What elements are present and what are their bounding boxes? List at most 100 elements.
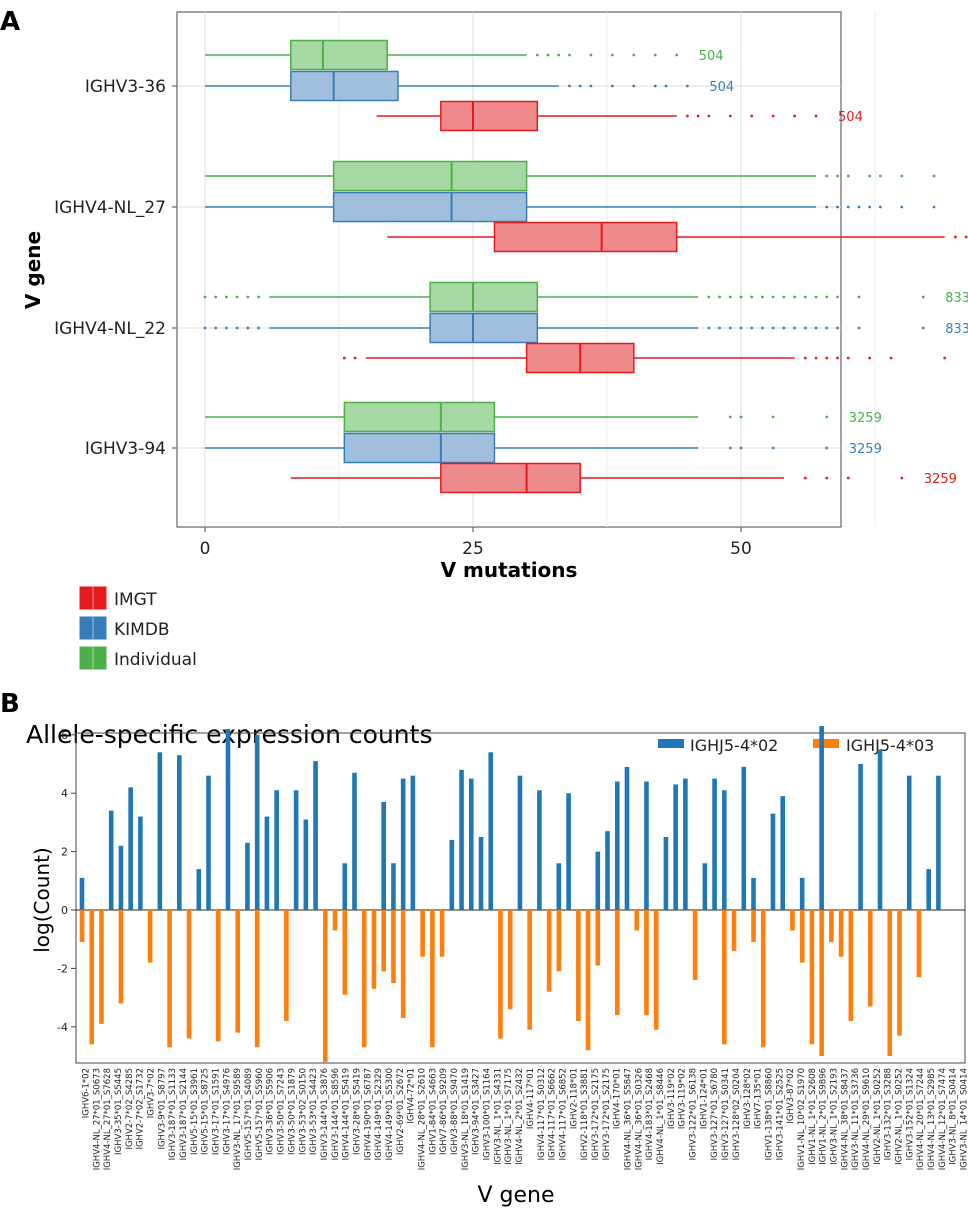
x-tick-label: IGHV3-NL_14*01_S0414: [960, 1068, 968, 1170]
outlier-point: [718, 326, 721, 330]
iqr-box: [493, 221, 678, 253]
iqr-box: [440, 462, 581, 494]
outlier-point: [771, 446, 775, 450]
bar-ighj5-4-02: [391, 863, 396, 910]
bar-ighj5-4-02: [128, 787, 133, 910]
outlier-point: [225, 295, 228, 299]
bar-group: [381, 801, 386, 972]
legend: IGHJ5-4*02 IGHJ5-4*03: [658, 736, 934, 755]
bar-group: [663, 837, 669, 910]
bar-ighj5-4-02: [751, 877, 756, 910]
bar-group: [887, 910, 893, 1056]
outlier-point: [728, 326, 732, 330]
box-individual: 504: [205, 39, 724, 71]
bar-group: [527, 910, 532, 1030]
bar-group: [692, 910, 698, 981]
bar-ighj5-4-03: [361, 910, 367, 1048]
outlier-point: [846, 205, 850, 209]
bar-ighj5-4-02: [264, 816, 270, 910]
legend-label: IGHJ5-4*02: [690, 736, 778, 755]
bar-ighj5-4-02: [196, 869, 202, 910]
bar-group: [546, 910, 552, 992]
iqr-box: [440, 100, 539, 132]
x-tick-label: IGHV3-NL_1*01_S7175: [504, 1068, 514, 1165]
x-tick-label: IGHV1-84*01_S4663: [428, 1068, 438, 1155]
bar-ighj5-4-02: [614, 781, 620, 910]
bar-group: [128, 787, 133, 910]
bar-group: [225, 728, 231, 910]
outlier-point: [943, 356, 947, 360]
outlier-point: [728, 446, 732, 450]
bar-group: [760, 910, 766, 1048]
x-tick-label: IGHV3-119*02: [678, 1068, 688, 1129]
outlier-point: [568, 84, 571, 88]
outlier-point: [814, 114, 818, 118]
x-tick-label: IGHV4-NL_20*01_S7244: [916, 1068, 926, 1170]
count-label: 3259: [924, 472, 957, 487]
y-tick-label: -2: [57, 962, 68, 975]
x-tick-label: IGHV7-135*01: [754, 1068, 764, 1129]
x-tick-label: IGHV4-170*01: [613, 1068, 623, 1129]
x-tick-labels: IGHV6-1*02 IGHV4-NL_27*01_S0673 IGHV4-NL_2…: [81, 1068, 968, 1170]
x-tick-label: IGHV3-119*02: [667, 1068, 677, 1129]
y-tick-label: 4: [61, 787, 68, 800]
bar-group: [829, 910, 834, 943]
bar-ighj5-4-02: [449, 839, 455, 910]
box-imgt: 504: [376, 100, 863, 132]
bar-group: [702, 863, 708, 910]
bar-ighj5-4-03: [323, 910, 328, 1062]
box-kimdb: 22800: [205, 191, 936, 223]
outlier-point: [803, 295, 807, 299]
bar-ighj5-4-03: [284, 910, 289, 1021]
bar-ighj5-4-02: [157, 752, 163, 910]
outlier-point: [632, 84, 636, 88]
outlier-point: [836, 295, 839, 299]
count-label: 8332: [945, 322, 968, 337]
bar-group: [138, 816, 143, 910]
x-tick-label: IGHV3-NL_18*01_S1419: [461, 1068, 471, 1170]
outlier-point: [728, 295, 732, 299]
bar-ighj5-4-03: [254, 910, 260, 1048]
x-tick-label: IGHV5-15*01_S8725: [201, 1068, 211, 1155]
legend-swatch: [79, 586, 107, 610]
bar-ighj5-4-03: [722, 910, 727, 1045]
bar-ighj5-4-03: [644, 910, 649, 1016]
bar-ighj5-4-03: [527, 910, 532, 1030]
outlier-point: [921, 326, 925, 330]
x-tick-label: IGHV4-144*01_S5419: [342, 1068, 352, 1160]
outlier-point: [664, 84, 668, 88]
bar-ighj5-4-02: [177, 755, 182, 910]
x-tick-label: IGHV5-15*01_S3961: [190, 1068, 200, 1155]
x-tick-label: IGHV1-NL_10*02_S1970: [797, 1068, 807, 1170]
bar-ighj5-4-03: [507, 910, 513, 1010]
x-tick-label: IGHV1-124*01: [699, 1068, 709, 1129]
bar-ighj5-4-03: [167, 910, 172, 1048]
bar-ighj5-4-03: [585, 910, 591, 1051]
bar-group: [459, 769, 464, 910]
x-tick-label: IGHV3-152*01_S1324: [905, 1068, 915, 1160]
x-tick-label: IGHV3-172*01_S2175: [602, 1068, 612, 1160]
box-individual: 8332: [203, 281, 968, 313]
x-tick-label: IGHV2-118*01_S3881: [580, 1068, 590, 1160]
bar-ighj5-4-02: [293, 790, 299, 910]
bar-ighj5-4-03: [381, 910, 386, 972]
x-tick-label: IGHV3-128*02_S0204: [732, 1068, 742, 1160]
x-tick-label: IGHV3-NL_8*01_S0414: [949, 1068, 959, 1165]
outlier-point: [535, 53, 539, 57]
outlier-point: [578, 84, 582, 88]
bar-ighj5-4-03: [751, 910, 756, 943]
x-tick-label: IGHV3-9*01_S8797: [157, 1068, 167, 1150]
bar-group: [634, 910, 640, 931]
bar-group: [323, 910, 328, 1062]
bar-group: [274, 790, 279, 910]
bar-ighj5-4-02: [780, 796, 786, 910]
outlier-point: [954, 235, 957, 239]
bar-ighj5-4-03: [916, 910, 922, 978]
bar-group: [507, 910, 513, 1010]
bar-group: [498, 910, 503, 1039]
legend: IMGT KIMDB Individual: [79, 586, 197, 670]
y-tick-label: 2: [61, 846, 68, 859]
bar-group: [196, 869, 202, 910]
outlier-point: [857, 295, 861, 299]
bar-ighj5-4-02: [566, 793, 571, 910]
